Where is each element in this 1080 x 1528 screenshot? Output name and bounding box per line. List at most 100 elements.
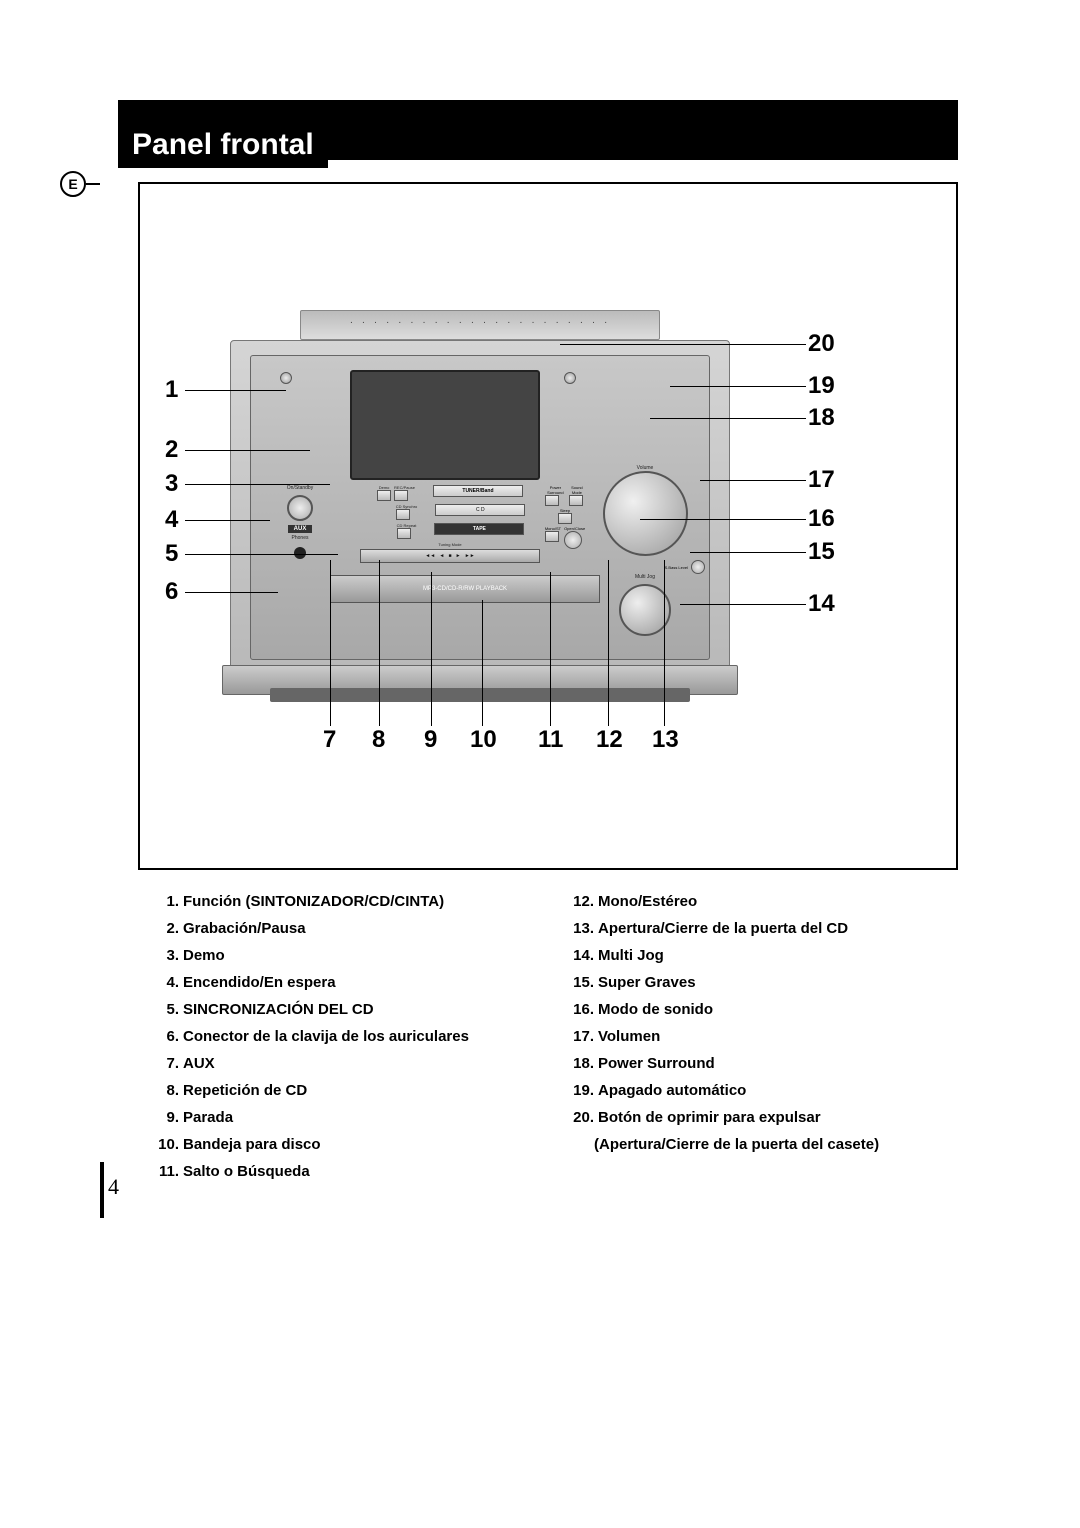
- rec-button: [394, 490, 408, 501]
- phones-jack: [294, 547, 306, 559]
- legend-item: 15.Super Graves: [568, 971, 953, 995]
- legend-item: 8.Repetición de CD: [153, 1079, 538, 1103]
- leader-line: [185, 520, 270, 521]
- oc-label: Open/Close: [564, 526, 585, 531]
- leader-line: [608, 560, 609, 726]
- demo-label: Demo: [377, 485, 391, 490]
- screw-left: [280, 372, 292, 384]
- legend-col-1: 1.Función (SINTONIZADOR/CD/CINTA)2.Graba…: [153, 890, 538, 1187]
- legend-item: 6.Conector de la clavija de los auricula…: [153, 1025, 538, 1049]
- right-controls: Power Surround Sound Mode Sleep Mono/ST …: [585, 465, 705, 635]
- eject-button: [564, 531, 582, 549]
- leader-line: [670, 386, 806, 387]
- callout-3: 3: [165, 470, 178, 498]
- cdrep-label: CD Repeat: [397, 523, 417, 528]
- leader-line: [690, 552, 806, 553]
- legend-item: 2.Grabación/Pausa: [153, 917, 538, 941]
- legend-item: 20.Botón de oprimir para expulsar: [568, 1106, 953, 1130]
- legend-item: 19.Apagado automático: [568, 1079, 953, 1103]
- legend-item: 9.Parada: [153, 1106, 538, 1130]
- leader-line: [640, 519, 806, 520]
- callout-4: 4: [165, 506, 178, 534]
- aux-label: AUX: [288, 525, 312, 533]
- callout-13: 13: [652, 726, 679, 754]
- callout-19: 19: [808, 372, 835, 400]
- legend-item: 17.Volumen: [568, 1025, 953, 1049]
- legend-subitem: (Apertura/Cierre de la puerta del casete…: [594, 1133, 953, 1157]
- sm-button: [569, 495, 583, 506]
- legend-item: 13.Apertura/Cierre de la puerta del CD: [568, 917, 953, 941]
- tape-button: TAPE: [434, 523, 524, 535]
- callout-18: 18: [808, 404, 835, 432]
- volume-knob: [603, 471, 688, 556]
- callout-17: 17: [808, 466, 835, 494]
- legend-item: 12.Mono/Estéreo: [568, 890, 953, 914]
- leader-line: [550, 572, 551, 726]
- cassette-door: [300, 310, 660, 340]
- rec-label: REC/Pause: [394, 485, 415, 490]
- ps-label: Power Surround: [545, 485, 566, 495]
- cd-button: C D: [435, 504, 525, 516]
- callout-14: 14: [808, 590, 835, 618]
- callout-2: 2: [165, 436, 178, 464]
- legend-item: 4.Encendido/En espera: [153, 971, 538, 995]
- callout-16: 16: [808, 505, 835, 533]
- mono-button: [545, 531, 559, 542]
- left-controls: On/Standby AUX Phones: [265, 485, 335, 605]
- multijog-label: Multi Jog: [585, 574, 705, 580]
- sleep-label: Sleep: [545, 508, 585, 513]
- legend-col-2: 12.Mono/Estéreo 13.Apertura/Cierre de la …: [568, 890, 953, 1187]
- leader-line: [379, 560, 380, 726]
- device-illustration: On/Standby AUX Phones Demo REC/Pause TUN…: [230, 310, 730, 710]
- leader-line: [185, 390, 286, 391]
- callout-11: 11: [538, 726, 563, 754]
- onstandby-label: On/Standby: [265, 485, 335, 491]
- leader-line: [560, 344, 806, 345]
- mono-label: Mono/ST: [545, 526, 561, 531]
- page-number-bar: [100, 1162, 104, 1218]
- callout-1: 1: [165, 376, 178, 404]
- tuner-label: TUNER/Band: [462, 488, 493, 494]
- cdrep-button: [397, 528, 411, 539]
- callout-9: 9: [424, 726, 437, 754]
- page-number: 4: [108, 1174, 119, 1200]
- leader-line: [664, 560, 665, 726]
- legend-item: 3.Demo: [153, 944, 538, 968]
- language-marker-line: [86, 183, 100, 185]
- leader-line: [650, 418, 806, 419]
- legend-item: 7.AUX: [153, 1052, 538, 1076]
- tuner-button: TUNER/Band: [433, 485, 523, 497]
- legend-item: 16.Modo de sonido: [568, 998, 953, 1022]
- callout-6: 6: [165, 578, 178, 606]
- page-title: Panel frontal: [118, 122, 328, 168]
- screw-right: [564, 372, 576, 384]
- leader-line: [185, 592, 278, 593]
- sm-label: Sound Mode: [569, 485, 585, 495]
- leader-line: [330, 560, 331, 726]
- phones-label: Phones: [265, 535, 335, 541]
- leader-line: [680, 604, 806, 605]
- demo-button: [377, 490, 391, 501]
- legend-item: 10.Bandeja para disco: [153, 1133, 538, 1157]
- leader-line: [185, 484, 330, 485]
- callout-12: 12: [596, 726, 623, 754]
- legend-item: 11.Salto o Búsqueda: [153, 1160, 538, 1184]
- tuning-label: Tuning Mode: [405, 542, 495, 547]
- sleep-button: [558, 513, 572, 524]
- legend: 1.Función (SINTONIZADOR/CD/CINTA)2.Graba…: [153, 890, 953, 1187]
- power-button: [287, 495, 313, 521]
- display-window: [350, 370, 540, 480]
- callout-10: 10: [470, 726, 497, 754]
- callout-7: 7: [323, 726, 336, 754]
- callout-20: 20: [808, 330, 835, 358]
- language-marker: E: [60, 171, 86, 197]
- language-marker-letter: E: [68, 176, 77, 192]
- sbass-label: S.Bass Level: [665, 565, 688, 570]
- leader-line: [185, 554, 338, 555]
- sbass-knob: [691, 560, 705, 574]
- callout-15: 15: [808, 538, 835, 566]
- callout-8: 8: [372, 726, 385, 754]
- leader-line: [700, 480, 806, 481]
- callout-5: 5: [165, 540, 178, 568]
- device-foot: [270, 688, 690, 702]
